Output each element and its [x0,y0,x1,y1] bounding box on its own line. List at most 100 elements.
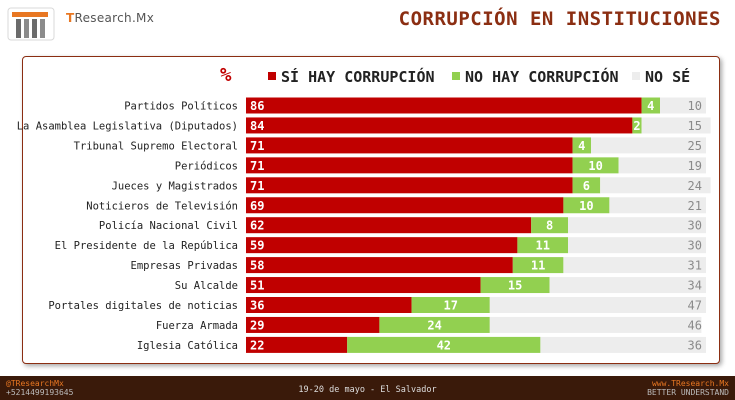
legend-label-dont-know: NO SÉ [645,68,691,86]
data-label-yes: 71 [250,159,264,173]
footer-date-location: 19-20 de mayo - El Salvador [298,385,437,395]
bar-dont-know [600,177,711,194]
data-label-dont-know: 21 [688,199,702,213]
bar-dont-know [563,257,706,274]
category-label: La Asamblea Legislativa (Diputados) [17,120,238,132]
bar-dont-know [660,97,706,114]
bar-yes [246,177,573,194]
footer-phone: +5214499193645 [6,388,74,397]
data-label-dont-know: 31 [688,259,702,273]
data-label-yes: 84 [250,119,264,133]
bar-dont-know [641,117,711,134]
bar-yes [246,237,518,254]
bar-yes [246,157,573,174]
category-label: Empresas Privadas [131,260,238,272]
category-label: El Presidente de la República [55,240,238,252]
bar-dont-know [591,137,706,154]
category-label: Fuerza Armada [156,320,238,332]
bar-dont-know [568,237,706,254]
bar-no [641,97,660,114]
data-label-no: 17 [443,299,457,313]
percent-symbol: % [220,64,232,86]
bar-no [572,137,591,154]
data-label-dont-know: 30 [688,219,702,233]
bar-yes [246,117,633,134]
bar-no [563,197,610,214]
bar-no [512,257,564,274]
bar-yes [246,97,642,114]
data-label-no: 8 [546,219,553,233]
bar-yes [246,217,532,234]
data-label-yes: 62 [250,219,264,233]
category-label: Policía Nacional Civil [99,220,238,232]
data-label-yes: 51 [250,279,264,293]
bar-dont-know [540,336,706,353]
data-label-yes: 22 [250,338,264,352]
legend-swatch-yes [268,72,276,80]
data-label-no: 4 [647,99,654,113]
data-label-yes: 71 [250,139,264,153]
data-label-yes: 59 [250,239,264,253]
bar-yes [246,257,513,274]
bar-dont-know [568,217,706,234]
category-label: Periódicos [175,160,238,172]
bar-no [347,336,541,353]
data-label-dont-know: 36 [688,338,702,352]
legend-label-yes: SÍ HAY CORRUPCIÓN [281,68,435,86]
data-label-dont-know: 15 [688,119,702,133]
category-label: Su Alcalde [175,280,238,292]
legend-item-dont-know: NO SÉ [632,68,690,86]
footer-handle: @TResearchMx [6,379,64,388]
bar-yes [246,297,412,313]
bar-dont-know [618,157,706,174]
category-label: Jueces y Magistrados [112,180,238,192]
legend-item-yes: SÍ HAY CORRUPCIÓN [268,68,435,86]
data-label-no: 42 [437,338,451,352]
bar-no [517,237,568,254]
data-label-yes: 58 [250,259,264,273]
footer: @TResearchMx +5214499193645 19-20 de may… [0,376,735,400]
data-label-dont-know: 30 [688,239,702,253]
data-label-yes: 29 [250,318,264,332]
data-label-no: 10 [579,199,593,213]
data-label-dont-know: 19 [688,159,702,173]
bar-no [572,177,601,194]
data-label-no: 10 [588,159,602,173]
legend-swatch-no [452,72,460,80]
bar-no [411,297,490,313]
footer-website: www.TResearch.Mx [651,379,729,388]
data-label-dont-know: 25 [688,139,702,153]
data-label-yes: 36 [250,299,264,313]
bar-yes [246,316,380,333]
legend-swatch-dont-know [632,72,640,80]
brand-name: TResearch.Mx [66,11,155,25]
bar-yes [246,336,348,353]
footer-contact: @TResearchMx +5214499193645 [6,379,73,397]
bar-yes [246,277,481,294]
bar-dont-know [549,277,706,294]
bar-dont-know [489,316,702,333]
data-label-yes: 86 [250,99,264,113]
category-label: Portales digitales de noticias [48,300,238,312]
category-label: Partidos Políticos [124,101,238,113]
data-label-no: 2 [633,119,640,133]
bar-no [379,316,490,333]
bar-yes [246,137,573,154]
bar-no [480,277,550,294]
data-label-yes: 71 [250,179,264,193]
data-label-dont-know: 34 [688,279,702,293]
legend-item-no: NO HAY CORRUPCIÓN [452,68,619,86]
data-label-no: 11 [535,239,549,253]
data-label-yes: 69 [250,199,264,213]
data-label-dont-know: 24 [688,179,702,193]
bar-dont-know [489,297,706,313]
data-label-no: 24 [427,318,441,332]
chart-legend: % SÍ HAY CORRUPCIÓN NO HAY CORRUPCIÓN NO… [0,64,735,88]
bar-yes [246,197,564,214]
page-title: CORRUPCIÓN EN INSTITUCIONES [398,8,721,30]
bar-no [572,157,619,174]
bar-no [632,117,642,134]
footer-web: www.TResearch.Mx BETTER UNDERSTAND [647,379,729,397]
category-label: Noticieros de Televisión [86,200,238,212]
data-label-no: 4 [578,139,585,153]
